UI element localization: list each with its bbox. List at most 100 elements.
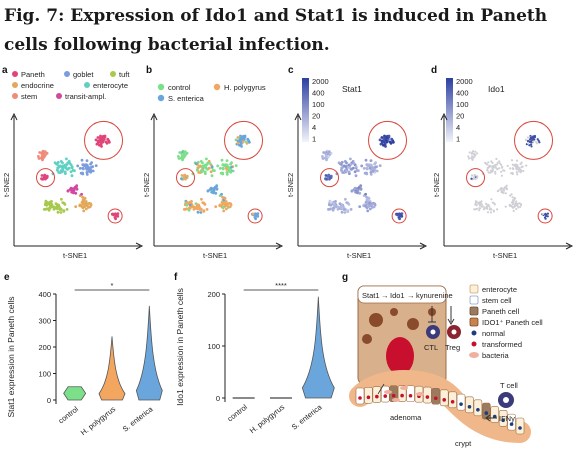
cell-nucleus — [408, 393, 413, 398]
cell-point — [220, 204, 223, 208]
cell-point — [345, 169, 348, 173]
cell-point — [59, 164, 62, 168]
cell-point — [71, 168, 75, 172]
epithelial-cell — [507, 413, 516, 431]
cell-point — [354, 174, 358, 178]
cell-point — [494, 170, 497, 173]
cell-point — [37, 157, 41, 160]
cell-point — [74, 205, 78, 209]
tsne-plot-b: t-SNE1 t-SNE2 — [142, 112, 284, 260]
cell-point — [336, 207, 340, 211]
cell-point — [227, 165, 230, 169]
cell-point — [225, 159, 229, 162]
tsne-xlabel: t-SNE1 — [63, 251, 87, 260]
cell-point — [485, 162, 488, 165]
cell-point — [210, 190, 214, 194]
cell-point — [177, 155, 180, 158]
cell-point — [356, 188, 360, 192]
epithelial-cell — [465, 396, 474, 414]
cell-point — [487, 171, 490, 174]
cell-point — [180, 154, 184, 158]
cell-point — [380, 136, 384, 139]
cell-point — [487, 161, 490, 164]
cell-point — [491, 165, 494, 168]
cell-nucleus — [433, 396, 438, 401]
cell-point — [347, 170, 351, 174]
cell-point — [69, 186, 73, 190]
cell-point — [340, 160, 344, 164]
paneth-highlight-3 — [391, 208, 407, 224]
cell-point — [385, 140, 389, 143]
cell-point — [230, 161, 234, 164]
cell-point — [495, 157, 498, 160]
cell-point — [488, 205, 491, 208]
cell-point — [475, 201, 479, 204]
cell-point — [486, 211, 490, 214]
cell-point — [364, 192, 367, 196]
cell-point — [535, 140, 538, 144]
cell-point — [44, 207, 47, 211]
cell-point — [489, 164, 492, 167]
legend-label-hpoly: H. polygyrus — [224, 83, 266, 92]
paneth-highlight-3 — [537, 208, 553, 224]
legend-g-label-4: normal — [482, 329, 505, 338]
cell-point — [70, 190, 74, 194]
cell-point — [517, 166, 520, 169]
cell-point — [224, 166, 228, 170]
cell-point — [87, 169, 91, 173]
cell-point — [371, 169, 375, 173]
cell-point — [470, 174, 474, 177]
cell-point — [226, 204, 229, 208]
cell-point — [398, 214, 402, 218]
scale-tick-4: 4 — [312, 123, 316, 132]
cell-point — [353, 170, 357, 174]
cell-point — [65, 163, 69, 166]
cell-point — [503, 186, 507, 190]
paneth-highlight-1 — [514, 120, 554, 160]
cell-point — [536, 138, 539, 141]
significance-label: **** — [275, 281, 287, 290]
ytick-label: 200 — [207, 290, 220, 299]
cell-point — [368, 201, 371, 205]
cell-point — [55, 168, 59, 172]
cell-point — [81, 206, 85, 210]
epithelial-cell — [406, 385, 415, 403]
cell-point — [200, 197, 203, 201]
cell-point — [364, 158, 368, 162]
cell-point — [395, 212, 399, 216]
ytick-label: 300 — [38, 317, 51, 326]
cell-point — [478, 209, 481, 212]
cell-point — [382, 143, 385, 147]
cell-point — [360, 164, 364, 168]
cell-point — [506, 164, 509, 167]
cell-point — [545, 214, 548, 218]
granule-3 — [407, 318, 419, 330]
cell-point — [236, 141, 240, 145]
legend-dot-transit — [56, 93, 62, 99]
cell-point — [472, 176, 475, 180]
cell-point — [45, 203, 49, 207]
cell-point — [491, 201, 494, 204]
cell-point — [84, 201, 87, 205]
cell-point — [528, 144, 531, 147]
cell-point — [334, 205, 338, 209]
cell-point — [236, 139, 240, 143]
cell-point — [532, 140, 535, 143]
legend-dot-paneth — [12, 71, 18, 77]
cell-point — [473, 174, 476, 177]
cell-point — [484, 202, 488, 205]
cell-point — [515, 166, 518, 170]
category-label-0: control — [57, 404, 81, 425]
cell-point — [201, 161, 204, 165]
cell-point — [96, 141, 100, 145]
cell-point — [81, 167, 85, 171]
cell-point — [345, 161, 348, 165]
epithelial-cell — [498, 409, 508, 427]
crypt-chain — [349, 370, 531, 443]
epithelial-cell — [355, 387, 365, 405]
cell-point — [481, 205, 484, 208]
cell-point — [50, 200, 53, 203]
cell-point — [91, 169, 95, 173]
cell-point — [497, 189, 500, 192]
